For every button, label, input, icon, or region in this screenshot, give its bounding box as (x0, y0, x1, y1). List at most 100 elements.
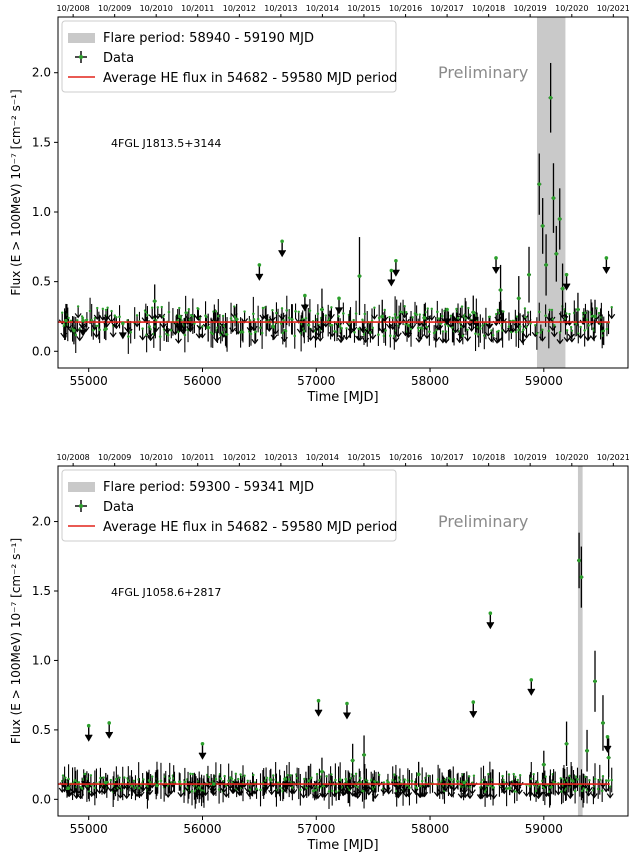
background-ul-head (421, 784, 429, 790)
background-point (403, 305, 406, 308)
background-point (382, 781, 386, 784)
background-point (104, 308, 108, 312)
top-tick-label: 10/2015 (347, 4, 380, 13)
axes-frame (57, 465, 629, 817)
data-point (64, 318, 68, 323)
background-point (132, 779, 136, 783)
data-point (593, 679, 597, 684)
background-point (427, 774, 430, 778)
background-point (289, 774, 292, 777)
background-ul-head (356, 335, 364, 342)
background-ul-head (147, 335, 155, 342)
background-ul-head (103, 322, 111, 328)
background-point (294, 309, 297, 313)
background-point (314, 788, 318, 792)
data-point (551, 196, 556, 200)
background-point (248, 319, 252, 322)
upper-limit-arrow (527, 688, 536, 696)
x-tick-label: 57000 (297, 374, 335, 388)
background-point (98, 328, 101, 332)
background-point (584, 311, 587, 315)
background-point (391, 778, 395, 782)
data-point (271, 324, 275, 329)
background-point (560, 790, 563, 793)
background-points (58, 295, 616, 354)
background-point (191, 314, 195, 318)
upper-limit-arrow (314, 709, 323, 717)
background-point (151, 306, 154, 309)
data-point (601, 721, 605, 725)
background-point (325, 775, 328, 778)
background-point (148, 325, 152, 328)
background-point (282, 319, 285, 322)
background-point (225, 784, 228, 787)
background-point (225, 333, 229, 336)
top-tick-label: 10/2008 (57, 453, 90, 462)
background-point (550, 308, 554, 312)
background-point (409, 327, 413, 331)
background-point (76, 319, 79, 322)
background-point (525, 325, 528, 328)
background-point (142, 778, 145, 781)
background-ul-head (371, 793, 379, 800)
background-point (90, 318, 93, 322)
background-point (88, 309, 92, 313)
background-point (472, 774, 476, 777)
background-ul-head (608, 313, 616, 320)
background-point (279, 786, 282, 790)
background-point (568, 774, 571, 778)
background-point (303, 329, 306, 333)
background-point (439, 322, 442, 326)
top-tick-label: 10/2013 (264, 4, 297, 13)
background-ul-head (321, 792, 329, 798)
background-point (415, 313, 418, 316)
data-point (542, 762, 546, 767)
background-ul-head (270, 334, 278, 340)
background-point (588, 779, 591, 782)
legend-data-point (79, 55, 83, 59)
upper-limit-arrow (198, 752, 207, 760)
background-point (436, 310, 439, 314)
preliminary-label: Preliminary (438, 512, 528, 531)
background-point (207, 775, 210, 779)
background-point (230, 777, 234, 780)
background-point (299, 788, 302, 792)
y-tick-label: 0.5 (32, 723, 51, 737)
background-point (285, 309, 289, 312)
top-tick-label: 10/2012 (223, 4, 256, 13)
data-point (498, 288, 503, 292)
top-tick-label: 10/2020 (555, 453, 588, 462)
x-tick-label: 55000 (70, 822, 108, 836)
background-point (249, 332, 253, 336)
background-point (158, 335, 162, 338)
background-point (449, 778, 453, 781)
upper-limit-arrow (300, 304, 309, 312)
background-point (237, 777, 240, 781)
background-point (425, 325, 429, 329)
background-point (241, 330, 245, 334)
background-point (275, 311, 278, 315)
background-point (383, 308, 386, 312)
top-tick-label: 10/2009 (98, 453, 131, 462)
x-tick-label: 58000 (411, 374, 449, 388)
background-point (91, 328, 95, 332)
background-point (81, 316, 85, 320)
background-point (280, 307, 284, 310)
data-point (357, 274, 362, 278)
background-point (600, 789, 604, 793)
background-point (610, 778, 614, 782)
background-point (605, 327, 609, 331)
background-ul-head (139, 335, 147, 341)
background-point (287, 316, 291, 320)
data-point (507, 786, 512, 791)
background-ul-head (268, 789, 276, 796)
background-ul-head (213, 337, 221, 343)
background-point (253, 781, 257, 784)
background-point (389, 334, 392, 338)
background-point (405, 311, 408, 314)
background-point (366, 779, 369, 782)
background-ul-head (175, 338, 182, 344)
background-point (349, 777, 352, 780)
legend-data-point (79, 504, 83, 508)
data-point (471, 310, 476, 315)
